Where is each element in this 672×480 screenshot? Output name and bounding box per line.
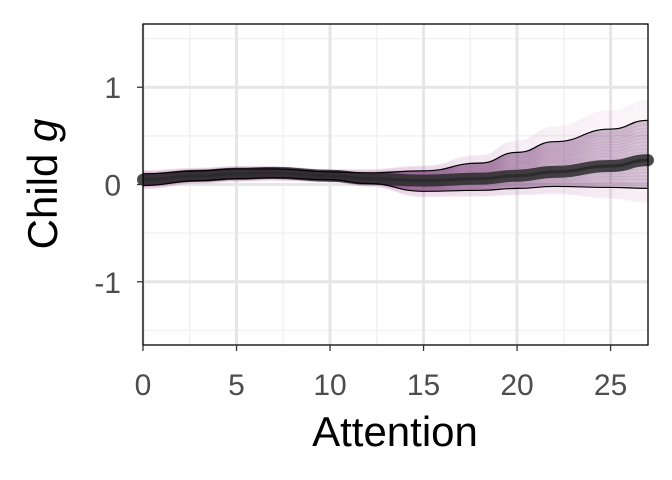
x-tick-label: 5 bbox=[228, 369, 245, 402]
posterior-draw-halo-lower bbox=[142, 178, 649, 198]
mean-line bbox=[142, 158, 649, 183]
series-lines bbox=[137, 119, 654, 192]
x-axis-title: Attention bbox=[312, 408, 478, 455]
x-tick-label: 10 bbox=[313, 369, 346, 402]
posterior-draw-halo-lower bbox=[142, 179, 649, 203]
y-axis-title: Child g bbox=[19, 119, 66, 250]
y-axis-ticks: -1 0 1 bbox=[94, 72, 143, 300]
x-tick-label: 0 bbox=[135, 369, 152, 402]
interval-upper-line bbox=[142, 119, 649, 175]
posterior-draw-halo-upper bbox=[142, 102, 649, 173]
y-axis-title-text: Child bbox=[19, 142, 66, 249]
posterior-draw-halo-upper bbox=[142, 107, 649, 174]
x-axis-ticks: 0 5 10 15 20 25 bbox=[135, 345, 627, 402]
posterior-draw-halo-upper bbox=[142, 109, 649, 174]
y-tick-label: 1 bbox=[104, 72, 121, 105]
posterior-draw-halo-lower bbox=[142, 178, 649, 202]
posterior-draw-halo-lower bbox=[142, 178, 649, 200]
posterior-draw-halo-upper bbox=[142, 100, 649, 172]
x-tick-label: 25 bbox=[594, 369, 627, 402]
y-tick-label: -1 bbox=[94, 267, 121, 300]
y-tick-label: 0 bbox=[104, 170, 121, 203]
x-tick-label: 15 bbox=[407, 369, 440, 402]
interval-lower-line bbox=[142, 177, 649, 192]
posterior-draw-halo-lower bbox=[142, 177, 649, 197]
posterior-draw-halo-upper bbox=[142, 104, 649, 173]
x-tick-label: 20 bbox=[500, 369, 533, 402]
y-axis-title-symbol: g bbox=[19, 119, 66, 142]
